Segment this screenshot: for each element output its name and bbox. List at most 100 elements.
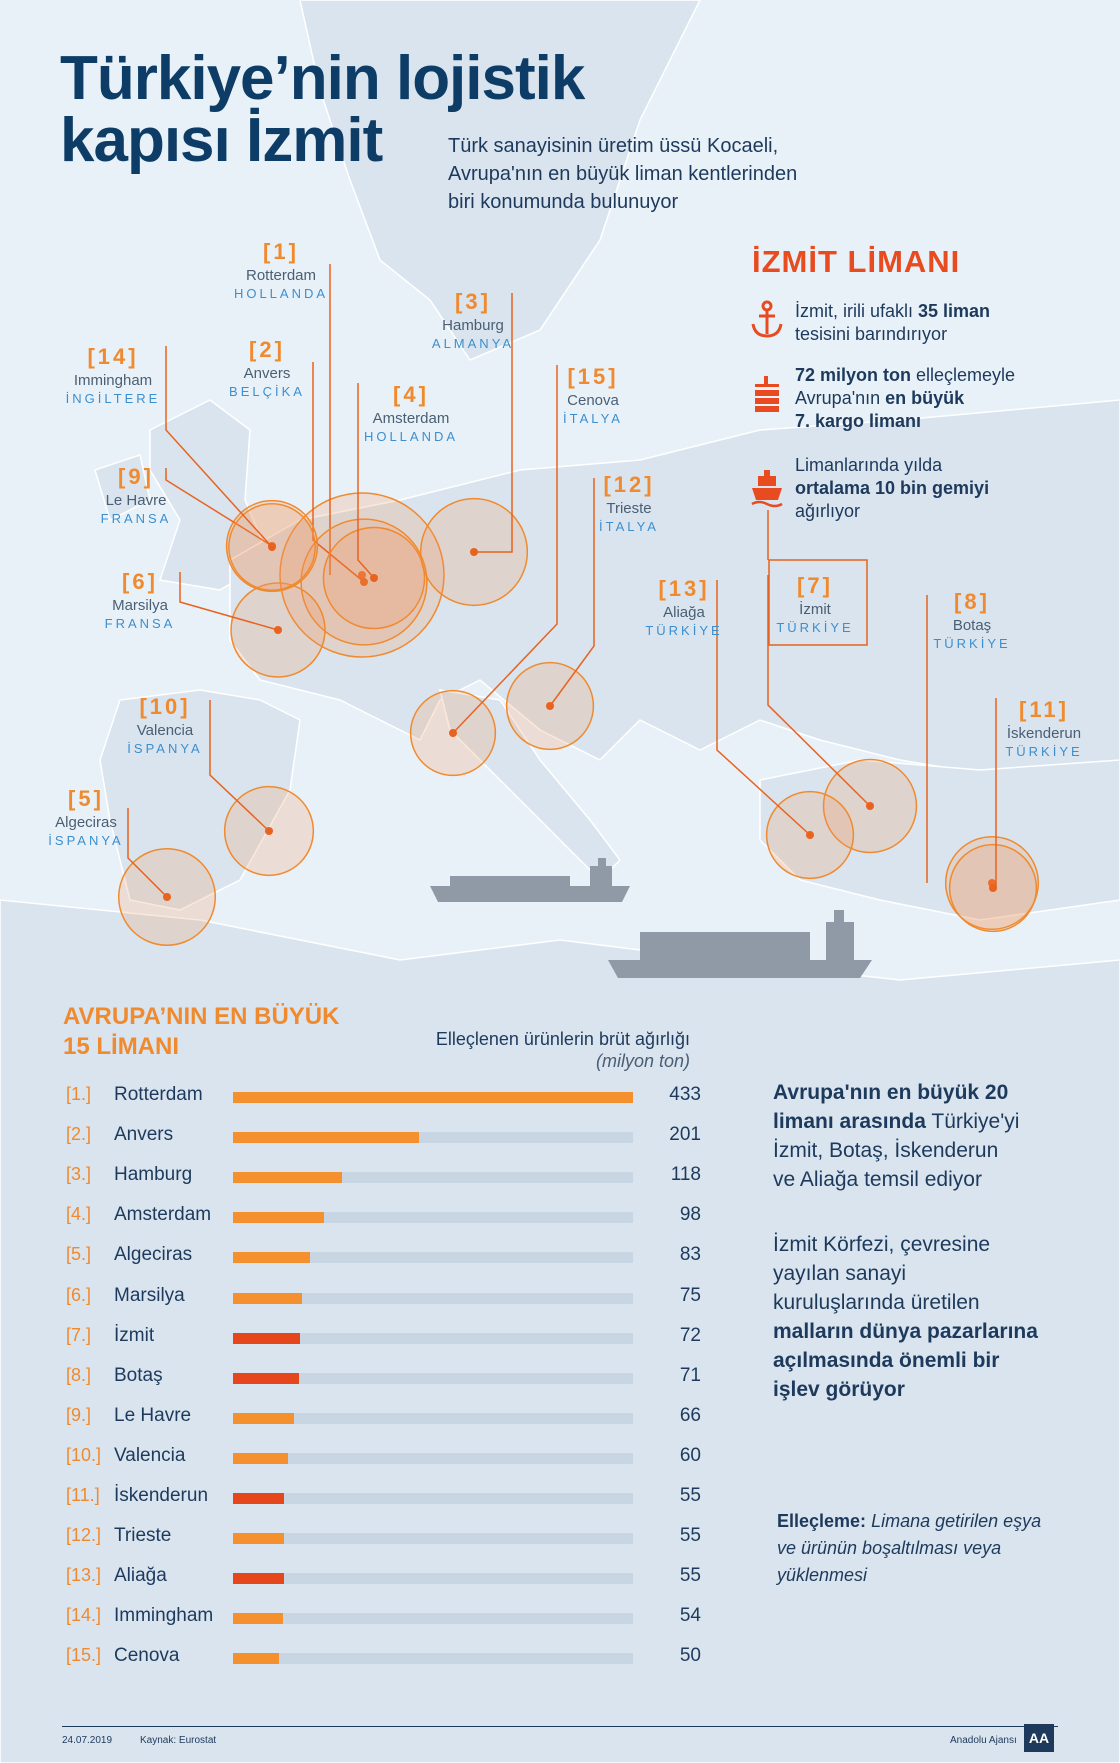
bar-fill: [233, 1252, 310, 1264]
bar-value: 75: [679, 1284, 701, 1306]
port-label-10: [10] Valencia İSPANYA: [85, 695, 245, 758]
port-label-4: [4] Amsterdam HOLLANDA: [331, 383, 491, 446]
bar-rank: [5.]: [66, 1244, 92, 1265]
port-leader-line-9: [165, 468, 273, 547]
bar-value: 201: [669, 1124, 701, 1146]
bar-fill: [233, 1092, 633, 1103]
bar-row: [14.] Immingham 54: [66, 1599, 706, 1639]
port-label-8: [8] Botaş TÜRKİYE: [892, 590, 1052, 653]
port-name: Immingham: [73, 372, 153, 389]
definition-term: Elleçleme:: [777, 1511, 867, 1531]
bar-value: 98: [679, 1204, 701, 1226]
port-label-12: [12] Trieste İTALYA: [549, 473, 709, 536]
port-country: İTALYA: [599, 519, 659, 534]
port-name: İzmit: [799, 601, 831, 618]
chart-title-line-1: AVRUPA’NIN EN BÜYÜK: [63, 1003, 340, 1030]
bar-track: [233, 1332, 633, 1344]
bar-row: [13.] Aliağa 55: [66, 1559, 706, 1599]
bar-rank: [1.]: [66, 1084, 92, 1104]
bar-row: [4.] Amsterdam 98: [66, 1198, 706, 1238]
bar-track: [233, 1252, 633, 1264]
footer-agency: Anadolu Ajansı: [950, 1735, 1017, 1746]
bar-row: [10.] Valencia 60: [66, 1439, 706, 1479]
port-name: Anvers: [243, 365, 291, 382]
port-name: Hamburg: [442, 317, 504, 334]
port-leader-line-6: [179, 572, 279, 631]
port-name: Amsterdam: [372, 410, 450, 427]
title-line-1: Türkiye’nin lojistik: [60, 44, 585, 113]
port-label-3: [3] Hamburg ALMANYA: [393, 290, 553, 353]
port-leader-line-15: [452, 365, 558, 734]
port-name: Aliağa: [663, 604, 705, 621]
gulf-bold-1: malların dünya pazarlarına: [773, 1320, 1038, 1343]
bar-track: [233, 1172, 633, 1184]
bar-fill: [233, 1332, 300, 1344]
bar-track: [233, 1653, 633, 1665]
bar-label: İzmit: [114, 1324, 155, 1346]
port-country: TÜRKİYE: [645, 623, 723, 638]
bar-rank: [3.]: [66, 1164, 92, 1185]
port-label-6: [6] Marsilya FRANSA: [60, 570, 220, 633]
bar-value: 60: [679, 1444, 701, 1466]
bar-fill: [233, 1172, 342, 1184]
bar-row: [8.] Botaş 71: [66, 1359, 706, 1399]
summary-line-4: ve Aliağa temsil ediyor: [773, 1168, 982, 1191]
port-name: Algeciras: [55, 814, 117, 831]
bar-track: [233, 1372, 633, 1384]
footer-date: 24.07.2019: [62, 1735, 113, 1746]
bar-value: 55: [679, 1485, 701, 1506]
bar-value: 55: [679, 1525, 701, 1547]
port-country: BELÇİKA: [229, 384, 305, 399]
definition: Elleçleme: Limana getirilen eşya ve ürün…: [777, 1508, 1077, 1589]
port-number: [3]: [455, 289, 491, 314]
izmit-highlight-box: [768, 559, 868, 646]
gulf-line-3: kuruluşlarında üretilen: [773, 1291, 980, 1314]
port-leader-line-14: [165, 346, 273, 548]
port-number: [9]: [118, 464, 154, 489]
port-dot-1: [358, 571, 366, 579]
port-country: TÜRKİYE: [1005, 744, 1083, 759]
port-leader-line-13: [716, 580, 811, 836]
port-leader-line-12: [549, 478, 595, 707]
ship-icon: [751, 470, 783, 508]
summary-line-3: İzmit, Botaş, İskenderun: [773, 1139, 999, 1162]
bar-label: Cenova: [114, 1645, 180, 1667]
bar-row: [3.] Hamburg 118: [66, 1158, 706, 1198]
bar-value: 55: [679, 1565, 701, 1587]
anchor-icon: [751, 300, 783, 338]
bar-row: [9.] Le Havre 66: [66, 1399, 706, 1439]
port-number: [12]: [603, 472, 655, 497]
port-number: [5]: [68, 786, 104, 811]
bar-label: Immingham: [114, 1605, 214, 1627]
port-label-15: [15] Cenova İTALYA: [513, 365, 673, 428]
port-name: Le Havre: [105, 492, 167, 509]
chart-title: AVRUPA’NIN EN BÜYÜK 15 LİMANI: [63, 1002, 339, 1062]
fact-3-text-a: Limanlarında yılda: [795, 455, 943, 475]
bar-fill: [233, 1212, 324, 1224]
bar-track: [233, 1212, 633, 1224]
bar-track: [233, 1613, 633, 1625]
bar-value: 71: [679, 1364, 701, 1386]
chart-title-line-2: 15 LİMANI: [63, 1033, 180, 1060]
bar-row: [15.] Cenova 50: [66, 1639, 706, 1679]
port-map: [117, 264, 1040, 947]
port-country: İSPANYA: [48, 833, 124, 848]
port-country: İTALYA: [563, 411, 623, 426]
bar-rank: [7.]: [66, 1324, 92, 1345]
bar-track: [233, 1132, 633, 1144]
fact-2-text-c: Avrupa'nın: [795, 388, 886, 408]
port-label-1: [1] Rotterdam HOLLANDA: [201, 240, 361, 303]
bar-rank: [15.]: [66, 1645, 102, 1666]
bar-rank: [6.]: [66, 1284, 92, 1305]
bar-label: Hamburg: [114, 1164, 193, 1186]
subtitle-line-3: biri konumunda bulunuyor: [448, 191, 679, 213]
bar-rank: [12.]: [66, 1525, 102, 1546]
gulf-bold-2: açılmasında önemli bir: [773, 1349, 1000, 1372]
fact-3-text-c: ağırlıyor: [795, 501, 861, 521]
fact-1: İzmit, irili ufaklı 35 liman tesisini ba…: [795, 300, 990, 346]
port-name: Cenova: [567, 392, 619, 409]
bar-label: Rotterdam: [114, 1084, 203, 1105]
port-number: [15]: [567, 364, 619, 389]
definition-text-3: yüklenmesi: [777, 1565, 868, 1585]
